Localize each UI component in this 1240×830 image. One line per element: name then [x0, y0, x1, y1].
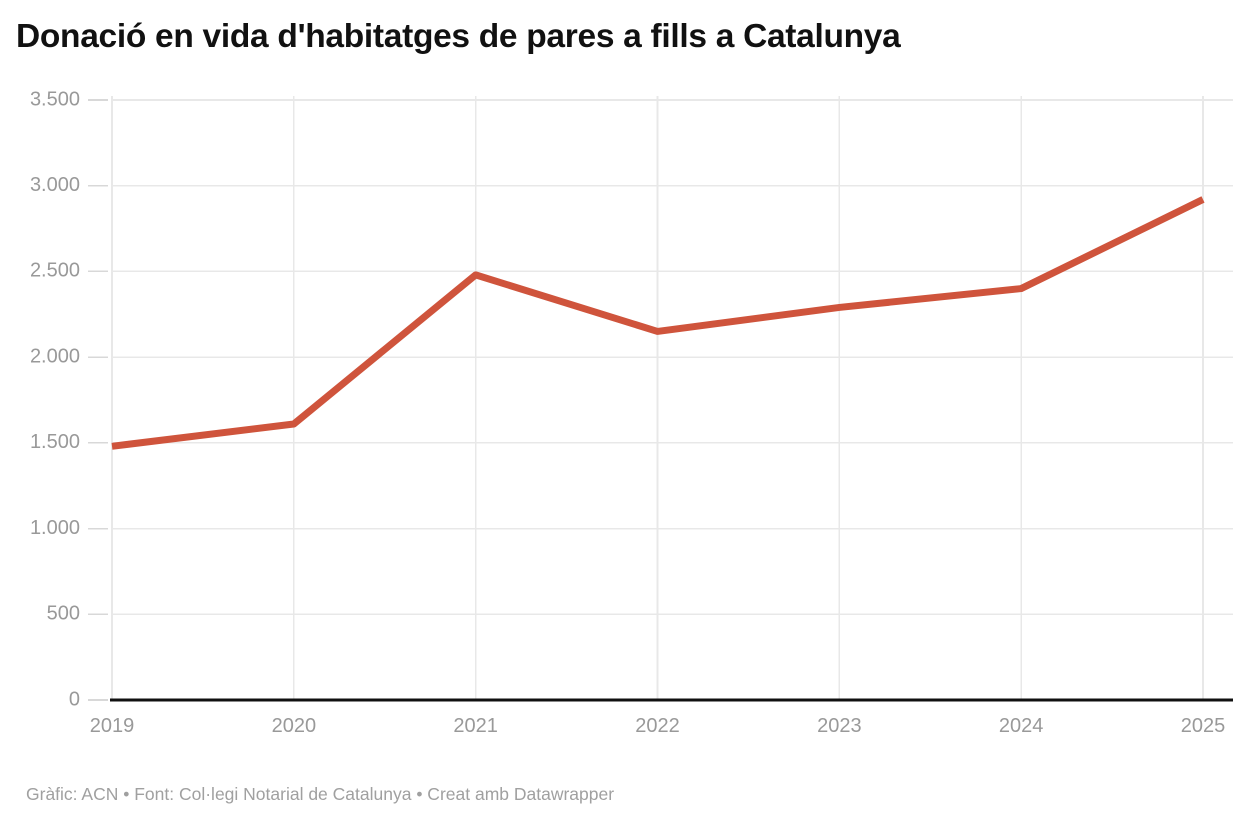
x-tick-label: 2024 [999, 715, 1044, 737]
x-tick-label: 2022 [635, 715, 680, 737]
x-tick-label: 2019 [90, 715, 135, 737]
y-tick-label: 3.500 [30, 88, 80, 110]
x-tick-label: 2023 [817, 715, 862, 737]
plot-area: 0 500 1.000 1.500 2.000 2.500 3.000 3.500 2019 2… [30, 88, 1233, 737]
y-tick-label: 1.000 [30, 517, 80, 539]
y-axis-tick-labels: 0 500 1.000 1.500 2.000 2.500 3.000 3.500 [30, 88, 80, 710]
y-tick-label: 2.000 [30, 345, 80, 367]
y-tick-label: 1.500 [30, 431, 80, 453]
y-tick-label: 3.000 [30, 174, 80, 196]
data-series-line [111, 196, 1205, 450]
chart-credit-footer: Gràfic: ACN • Font: Col·legi Notarial de… [26, 784, 615, 804]
x-tick-label: 2020 [272, 715, 317, 737]
y-tick-label: 0 [69, 688, 80, 710]
x-tick-label: 2025 [1181, 715, 1226, 737]
y-axis-tick-marks [88, 99, 108, 701]
x-tick-label: 2021 [453, 715, 498, 737]
horizontal-gridlines [112, 99, 1233, 616]
page-title: Donació en vida d'habitatges de pares a … [16, 18, 901, 55]
x-axis-tick-labels: 2019 2020 2021 2022 2023 2024 2025 [90, 715, 1226, 737]
vertical-gridlines [111, 96, 1204, 700]
y-tick-label: 2.500 [30, 260, 80, 282]
y-tick-label: 500 [47, 603, 80, 625]
